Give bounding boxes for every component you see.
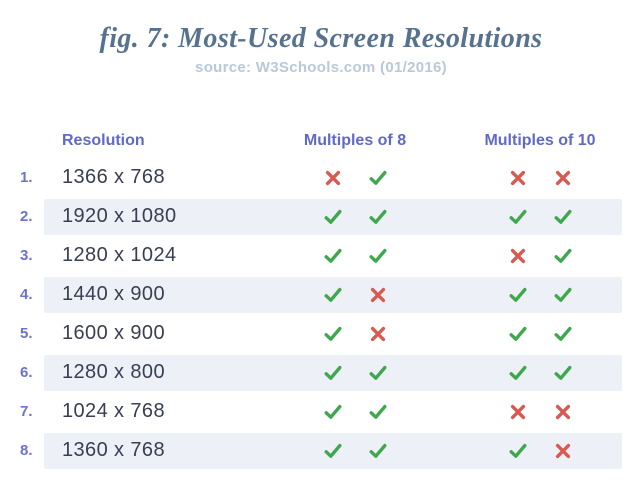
multiples-of-8-marks [290,363,420,383]
multiples-of-8-marks [290,324,420,344]
row-main: 1360 x 768 [44,432,622,469]
multiples-of-8-marks [290,246,420,266]
row-rank: 3. [20,247,33,264]
table-header-main: Resolution Multiples of 8 Multiples of 1… [44,124,622,158]
check-icon [369,170,386,185]
multiples-of-10-marks [475,246,605,266]
row-rank: 7. [20,403,33,420]
column-header-multiples-of-8: Multiples of 8 [303,132,407,149]
cross-icon [510,248,525,263]
check-icon [509,287,526,302]
row-rank: 2. [20,208,33,225]
multiples-of-10-marks [475,285,605,305]
multiples-of-8-marks [290,402,420,422]
table-row: 1. 1366 x 768 [20,158,622,197]
column-header-resolution: Resolution [62,132,145,149]
multiples-of-8-marks [290,168,420,188]
resolution-value: 1366 x 768 [62,166,165,188]
check-icon [509,209,526,224]
multiples-of-8-marks [290,441,420,461]
multiples-of-10-marks [475,324,605,344]
check-icon [324,248,341,263]
check-icon [509,443,526,458]
multiples-of-10-marks [475,441,605,461]
resolution-value: 1280 x 800 [62,361,165,383]
multiples-of-10-marks [475,402,605,422]
table-row: 2. 1920 x 1080 [20,197,622,236]
resolution-value: 1440 x 900 [62,283,165,305]
multiples-of-10-marks [475,363,605,383]
row-main: 1280 x 800 [44,354,622,391]
check-icon [369,365,386,380]
row-main: 1024 x 768 [44,394,622,430]
resolution-value: 1280 x 1024 [62,244,177,266]
figure: fig. 7: Most-Used Screen Resolutions sou… [20,23,622,470]
table-row: 3. 1280 x 1024 [20,236,622,275]
table-row: 6. 1280 x 800 [20,353,622,392]
multiples-of-10-marks [475,207,605,227]
check-icon [554,209,571,224]
table-row: 7. 1024 x 768 [20,392,622,431]
check-icon [554,287,571,302]
cross-icon [555,404,570,419]
row-rank: 1. [20,169,33,186]
cross-icon [555,443,570,458]
table-row: 8. 1360 x 768 [20,431,622,470]
table-body: 1. 1366 x 768 2. 1920 x 1080 3. 1280 x 1… [20,158,622,470]
check-icon [369,404,386,419]
figure-title: fig. 7: Most-Used Screen Resolutions [99,23,543,54]
check-icon [554,248,571,263]
row-main: 1440 x 900 [44,276,622,313]
cross-icon [370,326,385,341]
row-main: 1366 x 768 [44,160,622,196]
multiples-of-8-header-cell: Multiples of 8 [290,132,420,150]
multiples-of-10-marks [475,168,605,188]
check-icon [324,404,341,419]
row-rank: 5. [20,325,33,342]
multiples-of-10-header-cell: Multiples of 10 [475,132,605,150]
check-icon [324,326,341,341]
check-icon [324,209,341,224]
check-icon [369,443,386,458]
check-icon [509,365,526,380]
table-header-row: Resolution Multiples of 8 Multiples of 1… [20,124,622,158]
check-icon [324,287,341,302]
check-icon [369,248,386,263]
cross-icon [555,170,570,185]
resolution-value: 1920 x 1080 [62,205,177,227]
row-main: 1600 x 900 [44,316,622,352]
check-icon [554,365,571,380]
resolution-value: 1024 x 768 [62,400,165,422]
check-icon [554,326,571,341]
resolutions-table: Resolution Multiples of 8 Multiples of 1… [20,124,622,470]
multiples-of-8-marks [290,207,420,227]
cross-icon [325,170,340,185]
row-rank: 6. [20,364,33,381]
row-rank: 8. [20,442,33,459]
row-rank: 4. [20,286,33,303]
cross-icon [370,287,385,302]
check-icon [324,365,341,380]
row-main: 1920 x 1080 [44,198,622,235]
cross-icon [510,404,525,419]
table-row: 4. 1440 x 900 [20,275,622,314]
check-icon [324,443,341,458]
row-main: 1280 x 1024 [44,238,622,274]
check-icon [369,209,386,224]
column-header-multiples-of-10: Multiples of 10 [484,132,596,149]
resolution-value: 1600 x 900 [62,322,165,344]
cross-icon [510,170,525,185]
resolution-value: 1360 x 768 [62,439,165,461]
table-row: 5. 1600 x 900 [20,314,622,353]
multiples-of-8-marks [290,285,420,305]
figure-source-subtitle: source: W3Schools.com (01/2016) [195,59,447,76]
check-icon [509,326,526,341]
